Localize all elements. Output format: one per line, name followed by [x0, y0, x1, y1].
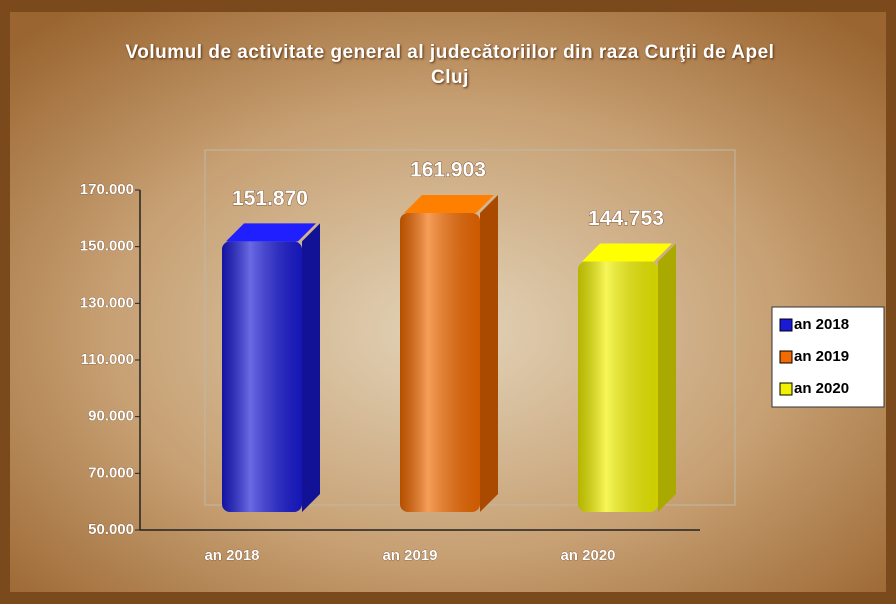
bar-part — [582, 243, 672, 262]
value-label: 151.870 — [232, 187, 308, 210]
x-tick-label: an 2020 — [560, 547, 615, 564]
y-tick-label: 130.000 — [80, 294, 134, 311]
y-tick-label: 50.000 — [88, 521, 134, 538]
legend-swatch — [779, 350, 793, 364]
y-tick-label: 170.000 — [80, 181, 134, 198]
y-tick-label: 70.000 — [88, 464, 134, 481]
legend-label: an 2020 — [794, 380, 849, 397]
chart-title: Volumul de activitate general al judecăt… — [125, 42, 775, 88]
value-label: 144.753 — [588, 207, 664, 230]
bar-part — [400, 212, 480, 512]
y-tick-label: 90.000 — [88, 408, 134, 425]
legend-swatch — [779, 382, 793, 396]
bar-part — [404, 194, 494, 213]
bar — [400, 194, 498, 512]
bar-part — [222, 241, 302, 512]
x-tick-label: an 2018 — [204, 547, 259, 564]
bar-part — [658, 243, 676, 512]
bar-part — [480, 194, 498, 512]
bar — [222, 223, 320, 512]
legend-label: an 2018 — [794, 316, 849, 333]
value-label: 161.903 — [410, 158, 486, 181]
bar — [578, 243, 676, 512]
x-tick-label: an 2019 — [382, 547, 437, 564]
y-tick-label: 110.000 — [81, 351, 134, 368]
legend-swatch — [779, 318, 793, 332]
y-tick-label: 150.000 — [80, 238, 134, 255]
bar-part — [302, 223, 320, 512]
bar-part — [226, 223, 316, 242]
bar-part — [578, 261, 658, 512]
legend-label: an 2019 — [794, 348, 849, 365]
